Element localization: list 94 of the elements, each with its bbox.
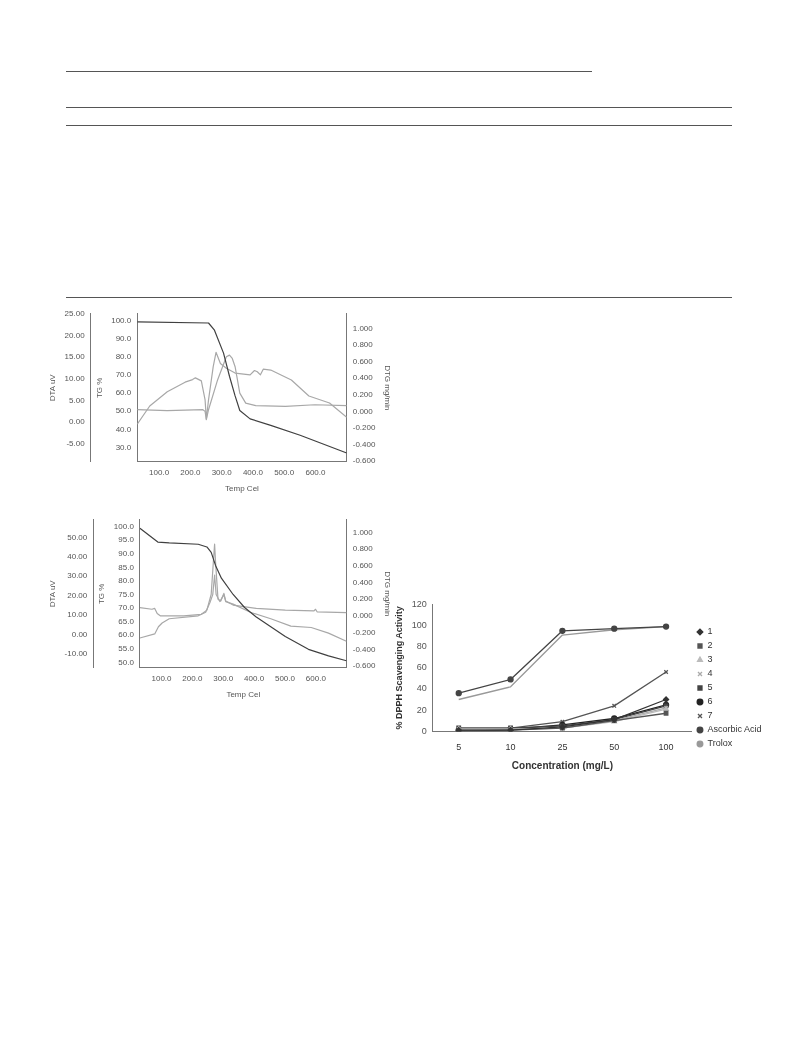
y-tick-label: 40.0	[115, 424, 132, 434]
y-tick-label: 120	[411, 598, 427, 609]
legend-label: 4	[707, 668, 713, 679]
y-tick-label: 80	[416, 641, 427, 652]
legend-label: 1	[707, 626, 713, 637]
y3-tick-label: 0.00	[71, 629, 88, 639]
y-axis-title: % DPPH Scavenging Activity	[393, 606, 404, 730]
y-tick-label: 95.0	[118, 535, 135, 545]
y-tick-label: 100	[411, 620, 427, 631]
y2-tick-label: 0.600	[352, 560, 374, 570]
y-tick-label: 30.0	[115, 442, 132, 452]
y-tick-label: 55.0	[118, 643, 135, 653]
y2-tick-label: 0.200	[352, 390, 374, 400]
x-axis-title: Concentration (mg/L)	[511, 759, 613, 771]
y2-tick-label: -0.600	[352, 456, 376, 466]
x-tick-label: 10	[505, 742, 516, 753]
x-tick-label: 25	[557, 742, 568, 753]
x-tick-label: 400.0	[242, 467, 264, 477]
y-tick-label: 60.0	[118, 630, 135, 640]
y2-tick-label: 0.400	[352, 577, 374, 587]
y3-tick-label: -10.00	[64, 649, 88, 659]
x-tick-label: 600.0	[305, 673, 327, 683]
y-tick-label: 50.0	[115, 406, 132, 416]
x-tick-label: 100.0	[149, 467, 170, 477]
legend-label: 3	[707, 654, 713, 665]
y2-tick-label: 0.000	[352, 611, 374, 621]
y3-tick-label: 25.00	[64, 309, 86, 318]
x-axis-title: Temp Cel	[226, 690, 261, 700]
y2-tick-label: -0.400	[352, 644, 376, 654]
x-tick-label: 400.0	[244, 673, 265, 683]
y3-tick-label: 0.00	[69, 417, 86, 427]
x-tick-label: 50	[609, 742, 620, 753]
legend-label: 6	[707, 696, 713, 707]
x-tick-label: 500.0	[274, 673, 296, 683]
y2-tick-label: 0.800	[352, 544, 374, 554]
y2-tick-label: 0.200	[352, 594, 374, 604]
y3-tick-label: 20.00	[64, 330, 86, 340]
x-tick-label: 300.0	[211, 467, 233, 477]
y3-tick-label: 30.00	[67, 571, 88, 581]
legend-label: Trolox	[707, 738, 733, 749]
y-tick-label: 20	[416, 704, 427, 715]
y3-axis-title: DTA uV	[48, 373, 57, 402]
legend-label: Ascorbic Acid	[707, 724, 762, 735]
x-tick-label: 5	[456, 742, 462, 753]
y-tick-label: 100.0	[113, 521, 135, 531]
y2-tick-label: 0.400	[352, 373, 374, 383]
x-tick-label: 200.0	[182, 673, 203, 683]
y-tick-label: 60.0	[115, 388, 132, 398]
y3-tick-label: 10.00	[67, 610, 88, 620]
y2-tick-label: -0.200	[352, 423, 376, 433]
x-tick-label: 200.0	[180, 467, 201, 477]
y-axis-title: TG %	[97, 583, 107, 605]
x-tick-label: 100	[658, 742, 674, 753]
x-axis-title: Temp Cel	[225, 484, 260, 494]
y2-tick-label: 1.000	[352, 527, 374, 537]
y-tick-label: 60	[416, 662, 427, 673]
y3-axis-title: DTA uV	[48, 579, 57, 608]
y2-tick-label: -0.600	[352, 661, 376, 671]
y3-tick-label: 40.00	[67, 552, 88, 561]
y2-tick-label: 0.000	[352, 406, 374, 416]
y-tick-label: 90.0	[115, 334, 132, 344]
x-tick-label: 100.0	[151, 673, 173, 683]
y-tick-label: 50.0	[118, 657, 135, 667]
y-tick-label: 100.0	[111, 316, 132, 326]
x-tick-label: 600.0	[305, 467, 327, 477]
legend-label: 5	[707, 682, 713, 693]
y3-tick-label: 5.00	[69, 395, 86, 405]
y-tick-label: 70.0	[115, 370, 132, 380]
y3-tick-label: 10.00	[64, 373, 86, 383]
y-tick-label: 75.0	[118, 589, 135, 599]
y2-axis-title: DTG mg/min	[383, 365, 392, 411]
y-tick-label: 80.0	[115, 352, 132, 362]
y2-tick-label: -0.400	[352, 439, 376, 449]
y-tick-label: 90.0	[118, 548, 135, 558]
y2-tick-label: 0.800	[352, 340, 374, 350]
legend-label: 7	[707, 710, 713, 721]
y2-tick-label: -0.200	[352, 627, 376, 637]
y-tick-label: 0	[421, 725, 427, 736]
y3-tick-label: -5.00	[66, 438, 86, 448]
y-tick-label: 65.0	[118, 616, 135, 626]
y-tick-label: 70.0	[118, 603, 135, 613]
y2-axis-title: DTG mg/min	[383, 571, 392, 617]
y-tick-label: 80.0	[118, 576, 135, 586]
y-tick-label: 40	[416, 683, 427, 694]
legend-label: 2	[707, 640, 713, 651]
x-tick-label: 300.0	[213, 673, 234, 683]
y3-tick-label: 20.00	[67, 590, 88, 600]
y-tick-label: 85.0	[118, 562, 135, 572]
y-axis-title: TG %	[94, 377, 104, 399]
x-tick-label: 500.0	[274, 467, 295, 477]
y2-tick-label: 1.000	[352, 323, 374, 333]
y3-tick-label: 50.00	[67, 532, 88, 542]
y2-tick-label: 0.600	[352, 356, 374, 366]
y3-tick-label: 15.00	[64, 352, 86, 362]
